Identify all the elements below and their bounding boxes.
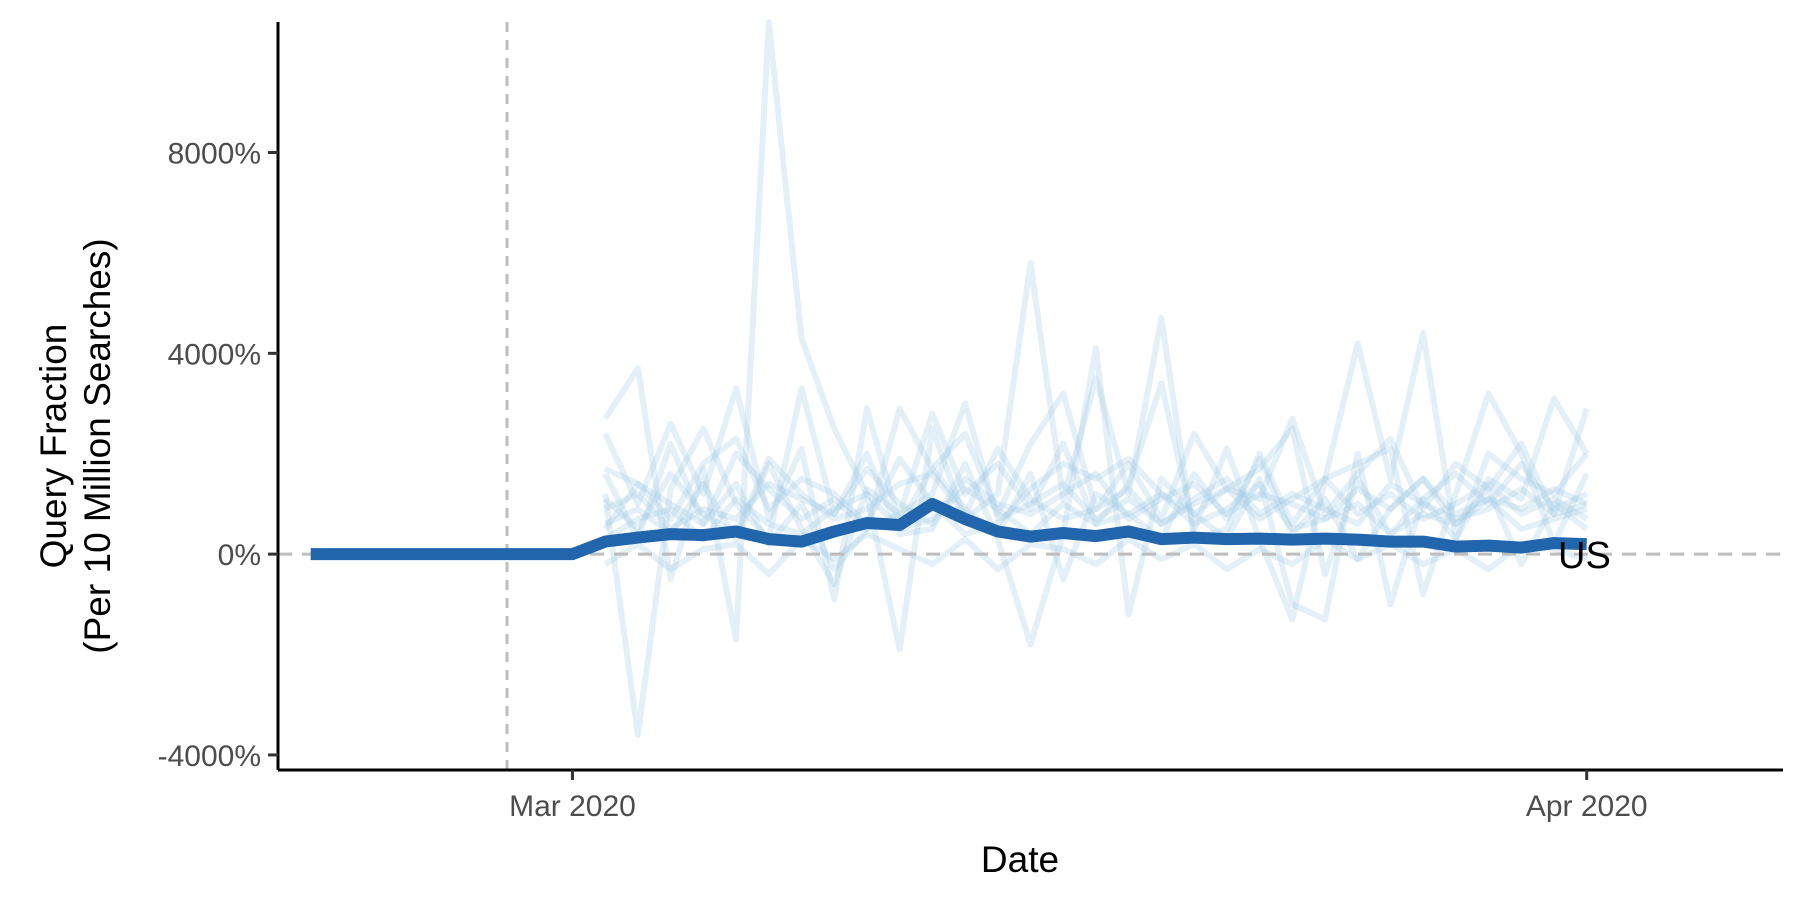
y-tick-label: 8000% bbox=[168, 138, 261, 171]
reference-lines bbox=[278, 22, 1783, 770]
background-series-line bbox=[603, 480, 1588, 543]
y-tick-label: -4000% bbox=[158, 740, 261, 773]
y-axis-title-line2: (Per 10 Million Searches) bbox=[77, 238, 118, 653]
x-tick-label: Apr 2020 bbox=[1526, 790, 1648, 823]
x-axis-ticks: Mar 2020 Apr 2020 bbox=[509, 770, 1648, 823]
background-series-line bbox=[603, 531, 1588, 578]
x-axis-title: Date bbox=[981, 839, 1059, 880]
background-series-line bbox=[603, 465, 1588, 532]
background-series-line bbox=[603, 425, 1588, 578]
y-axis-ticks: 8000% 4000% 0% -4000% bbox=[158, 138, 278, 773]
y-tick-label: 4000% bbox=[168, 338, 261, 371]
background-series-line bbox=[602, 19, 1590, 653]
us-series-line bbox=[310, 497, 1587, 561]
y-axis-title-line1: Query Fraction bbox=[33, 324, 74, 569]
us-series-group bbox=[310, 497, 1587, 561]
x-tick-label: Mar 2020 bbox=[509, 790, 636, 823]
us-series-label: US bbox=[1558, 535, 1611, 577]
background-series-group bbox=[602, 19, 1590, 738]
background-series-line bbox=[602, 385, 1590, 603]
background-series-line bbox=[603, 380, 1590, 623]
background-series-line bbox=[603, 445, 1588, 538]
y-tick-label: 0% bbox=[218, 539, 261, 572]
background-series-line bbox=[602, 400, 1589, 532]
